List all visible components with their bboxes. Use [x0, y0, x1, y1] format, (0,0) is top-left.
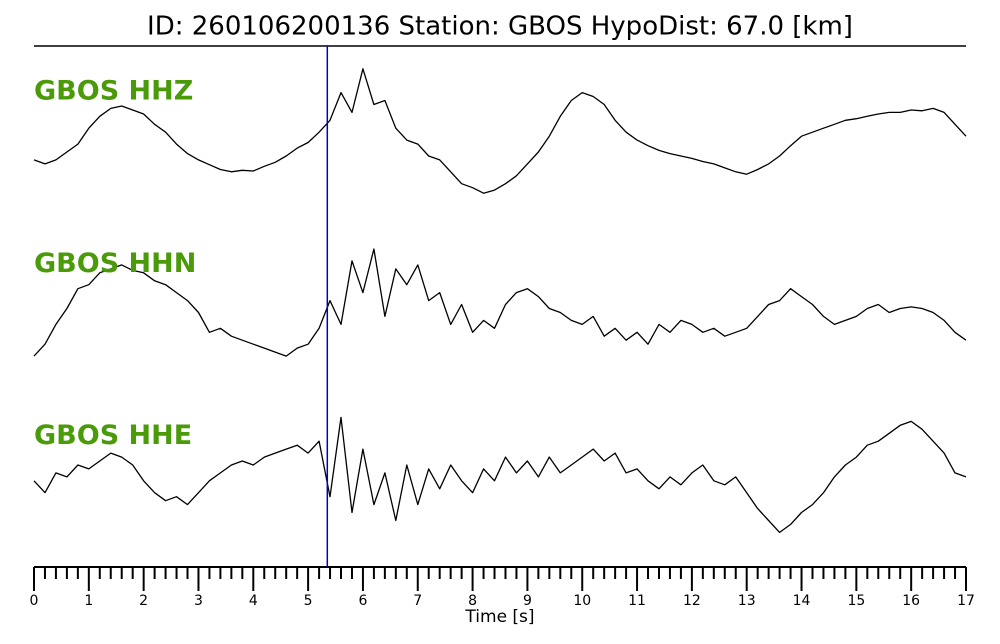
x-tick-label: 13 — [738, 593, 756, 609]
x-tick-label: 6 — [358, 593, 367, 609]
x-tick-label: 16 — [902, 593, 920, 609]
x-tick-label: 7 — [413, 593, 422, 609]
x-tick-label: 2 — [139, 593, 148, 609]
x-tick-label: 14 — [793, 593, 811, 609]
x-tick-label: 15 — [847, 593, 865, 609]
waveform — [33, 248, 967, 357]
x-tick-label: 11 — [628, 593, 646, 609]
x-tick-label: 8 — [468, 593, 477, 609]
x-tick-label: 1 — [84, 593, 93, 609]
x-tick-label: 10 — [573, 593, 591, 609]
x-tick-label: 4 — [249, 593, 258, 609]
chart-title: ID: 260106200136 Station: GBOS HypoDist:… — [147, 12, 853, 42]
x-tick-label: 3 — [194, 593, 203, 609]
waveform — [33, 416, 967, 534]
x-tick-label: 17 — [957, 593, 975, 609]
x-tick-label: 5 — [304, 593, 313, 609]
waveform — [33, 68, 967, 194]
x-tick-label: 12 — [683, 593, 701, 609]
x-tick-label: 0 — [30, 593, 39, 609]
channel-label: GBOS HHE — [34, 420, 192, 451]
x-tick-label: 9 — [523, 593, 532, 609]
x-axis-label: Time [s] — [464, 607, 534, 627]
channel-label: GBOS HHZ — [34, 76, 193, 107]
channel-label: GBOS HHN — [34, 248, 196, 279]
